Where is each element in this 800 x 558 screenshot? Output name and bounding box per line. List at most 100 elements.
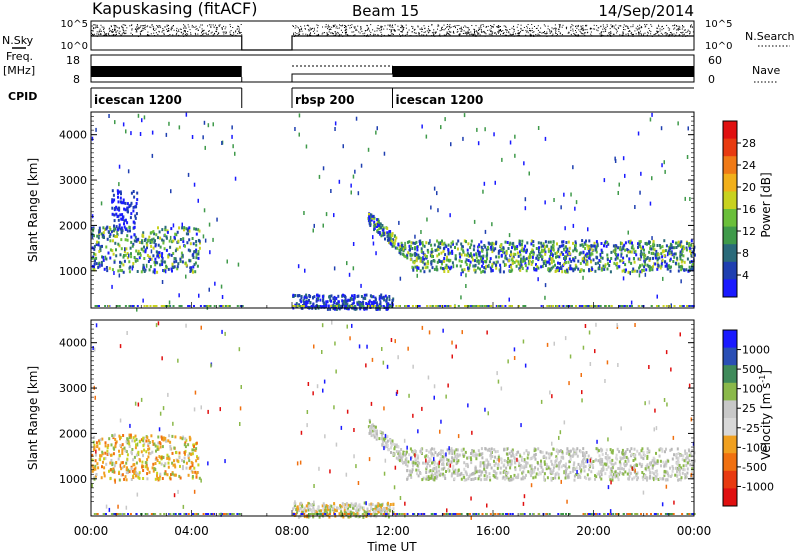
echo-cell bbox=[164, 260, 166, 263]
echo-cell bbox=[672, 458, 674, 461]
echo-cell bbox=[406, 256, 408, 259]
noise-sample bbox=[159, 25, 160, 26]
echo-cell bbox=[522, 305, 524, 307]
noise-sample bbox=[393, 34, 394, 35]
noise-sample bbox=[201, 32, 202, 33]
echo-cell bbox=[582, 276, 584, 280]
noise-left-tick-bottom: 10^0 bbox=[61, 41, 88, 52]
echo-cell bbox=[143, 449, 145, 452]
echo-cell bbox=[125, 129, 127, 133]
noise-sample bbox=[487, 30, 488, 31]
colorbar-swatch bbox=[723, 279, 737, 297]
noise-sample bbox=[310, 28, 311, 29]
echo-cell bbox=[125, 238, 127, 241]
echo-cell bbox=[684, 261, 686, 264]
noise-sample bbox=[663, 28, 664, 29]
noise-sample bbox=[603, 24, 604, 25]
noise-sample bbox=[141, 30, 142, 31]
noise-sample bbox=[360, 33, 361, 34]
echo-cell bbox=[106, 269, 108, 272]
noise-sample bbox=[308, 25, 309, 26]
noise-sample bbox=[623, 34, 624, 35]
noise-sample bbox=[397, 26, 398, 27]
echo-cell bbox=[188, 238, 190, 241]
noise-sample bbox=[587, 32, 588, 33]
noise-sample bbox=[125, 25, 126, 26]
echo-cell bbox=[608, 264, 610, 267]
noise-sample bbox=[92, 34, 93, 35]
echo-cell bbox=[383, 232, 385, 235]
echo-cell bbox=[679, 473, 681, 476]
noise-sample bbox=[498, 25, 499, 26]
echo-cell bbox=[427, 251, 429, 254]
noise-sample bbox=[174, 30, 175, 31]
echo-cell bbox=[109, 228, 111, 231]
echo-cell bbox=[647, 447, 649, 450]
echo-cell bbox=[192, 271, 194, 274]
echo-cell bbox=[231, 135, 233, 139]
noise-sample bbox=[555, 24, 556, 25]
noise-sample bbox=[602, 29, 603, 30]
echo-cell bbox=[374, 301, 376, 304]
noise-sample bbox=[499, 26, 500, 27]
echo-cell bbox=[591, 305, 593, 307]
echo-cell bbox=[495, 264, 497, 267]
noise-sample bbox=[686, 32, 687, 33]
noise-sample bbox=[153, 26, 154, 27]
colorbar-tick-label: 16 bbox=[742, 203, 756, 216]
echo-cell bbox=[351, 305, 353, 307]
noise-sample bbox=[571, 34, 572, 35]
echo-cell bbox=[478, 449, 480, 452]
echo-cell bbox=[637, 246, 639, 249]
echo-cell bbox=[688, 242, 690, 245]
noise-sample bbox=[472, 34, 473, 35]
noise-sample bbox=[678, 30, 679, 31]
echo-cell bbox=[572, 165, 574, 169]
echo-cell bbox=[146, 436, 148, 439]
echo-cell bbox=[186, 462, 188, 465]
noise-sample bbox=[230, 24, 231, 25]
echo-cell bbox=[127, 202, 129, 205]
echo-cell bbox=[123, 256, 125, 259]
noise-sample bbox=[552, 34, 553, 35]
echo-cell bbox=[130, 216, 132, 219]
noise-sample bbox=[622, 33, 623, 34]
noise-sample bbox=[97, 25, 98, 26]
echo-cell bbox=[587, 227, 589, 231]
power-panel-frame bbox=[91, 112, 694, 308]
colorbar-tick-label: 12 bbox=[742, 225, 756, 238]
echo-cell bbox=[408, 305, 410, 307]
echo-cell bbox=[419, 305, 421, 307]
echo-cell bbox=[626, 254, 628, 257]
echo-cell bbox=[119, 165, 121, 169]
noise-sample bbox=[307, 34, 308, 35]
echo-cell bbox=[396, 450, 398, 453]
noise-sample bbox=[490, 31, 491, 32]
echo-cell bbox=[651, 236, 653, 240]
echo-cell bbox=[677, 121, 679, 125]
noise-sample bbox=[167, 31, 168, 32]
echo-cell bbox=[600, 253, 602, 257]
echo-cell bbox=[125, 254, 127, 257]
echo-cell bbox=[545, 137, 547, 141]
echo-cell bbox=[486, 254, 488, 257]
echo-cell bbox=[619, 259, 621, 262]
echo-cell bbox=[685, 268, 687, 271]
echo-cell bbox=[96, 262, 98, 265]
noise-sample bbox=[200, 25, 201, 26]
noise-sample bbox=[168, 25, 169, 26]
echo-cell bbox=[653, 240, 655, 243]
echo-cell bbox=[576, 200, 578, 204]
echo-cell bbox=[379, 300, 381, 303]
echo-cell bbox=[124, 447, 126, 450]
noise-sample bbox=[469, 30, 470, 31]
echo-cell bbox=[580, 244, 582, 247]
echo-cell bbox=[447, 270, 449, 273]
echo-cell bbox=[442, 267, 444, 270]
echo-cell bbox=[423, 251, 425, 255]
noise-sample bbox=[576, 25, 577, 26]
echo-cell bbox=[102, 461, 104, 464]
echo-cell bbox=[147, 448, 149, 451]
noise-sample bbox=[318, 34, 319, 35]
echo-cell bbox=[182, 240, 184, 243]
